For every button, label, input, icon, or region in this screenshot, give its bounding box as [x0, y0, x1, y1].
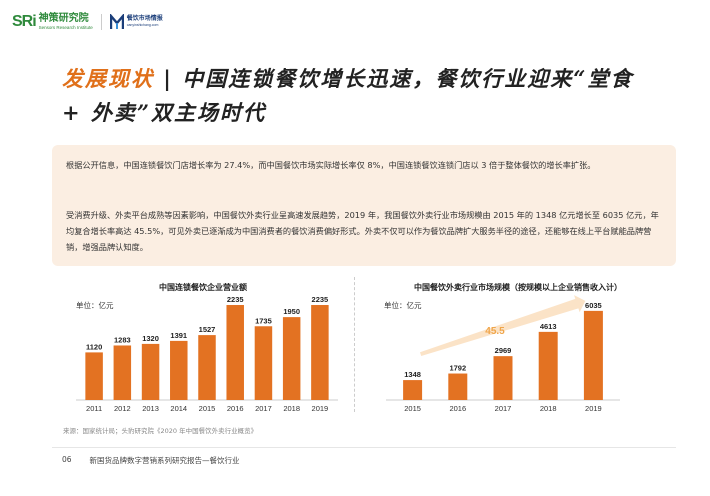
x-tick-label: 2015	[199, 404, 216, 413]
x-tick-label: 2015	[404, 404, 421, 413]
data-label: 1527	[199, 325, 216, 334]
report-title: 新国货品牌数字营销系列研究报告—餐饮行业	[89, 456, 240, 465]
data-label: 2235	[312, 295, 329, 304]
x-tick-label: 2016	[449, 404, 466, 413]
data-label: 1391	[170, 331, 187, 340]
partner-logo: 餐饮市场情报 canyinshichang.com	[109, 14, 163, 30]
data-label: 1320	[142, 334, 159, 343]
growth-rate-annotation: 45.5	[485, 326, 505, 337]
bar-2019	[311, 305, 329, 400]
bar-2015	[198, 335, 216, 400]
x-tick-label: 2016	[227, 404, 244, 413]
chart-divider	[354, 277, 356, 412]
data-label: 2235	[227, 295, 244, 304]
sri-logo-mark: SRi	[12, 13, 37, 30]
bar-2016	[226, 305, 244, 400]
bar-2013	[141, 343, 160, 400]
bar-2019	[583, 310, 603, 400]
summary-paragraph-1: 根据公开信息，中国连锁餐饮门店增长率为 27.4%，而中国餐饮市场实际增长率仅 …	[66, 160, 596, 170]
bar-2017	[493, 356, 513, 400]
data-label: 1792	[449, 364, 466, 373]
data-label: 2969	[495, 346, 512, 355]
sri-logo-english: Sensors Research Institute	[38, 24, 93, 30]
title-highlight: 发展现状	[62, 66, 154, 91]
summary-box: 根据公开信息，中国连锁餐饮门店增长率为 27.4%，而中国餐饮市场实际增长率仅 …	[52, 145, 676, 266]
bar-2012	[113, 345, 132, 400]
x-tick-label: 2014	[170, 404, 187, 413]
x-tick-label: 2018	[540, 404, 557, 413]
chain-revenue-chart: 中国连锁餐饮企业营业额 单位：亿元 1120 2011 1283 2012 1320 20…	[62, 282, 344, 418]
partner-logo-name: 餐饮市场情报	[126, 15, 163, 23]
source-note: 来源：国家统计局；头豹研究院《2020 年中国餐饮外卖行业概览》	[63, 427, 258, 435]
header: SRi 神策研究院 Sensors Research Institute 餐饮市…	[12, 8, 163, 36]
x-tick-label: 2018	[283, 404, 300, 413]
chart-unit: 单位：亿元	[384, 301, 422, 310]
chart-unit: 单位：亿元	[76, 301, 114, 310]
x-tick-label: 2019	[585, 404, 602, 413]
logo-divider	[100, 14, 102, 30]
x-tick-label: 2017	[495, 404, 512, 413]
bar-2014	[170, 340, 188, 400]
partner-logo-url: canyinshichang.com	[126, 23, 159, 28]
data-label: 1120	[86, 342, 102, 351]
data-label: 1348	[404, 370, 421, 379]
data-label: 6035	[585, 301, 602, 310]
x-tick-label: 2019	[312, 404, 329, 413]
bar-2018	[538, 331, 558, 400]
bar-2018	[282, 317, 301, 400]
growth-arrow-icon	[420, 295, 586, 356]
x-tick-label: 2011	[86, 404, 102, 413]
page-title: 发展现状 | 中国连锁餐饮增长迅速，餐饮行业迎来“堂食 + 外卖”双主场时代	[62, 62, 662, 130]
title-text: 中国连锁餐饮增长迅速，餐饮行业迎来“堂食 + 外卖”双主场时代	[62, 66, 634, 125]
bar-2016	[448, 373, 468, 400]
bar-2017	[254, 326, 273, 400]
sensors-logo: SRi 神策研究院 Sensors Research Institute	[12, 13, 93, 31]
data-label: 1283	[114, 335, 131, 344]
chart-title: 中国餐饮外卖行业市场规模（按规模以上企业销售收入计）	[414, 283, 622, 292]
data-label: 1735	[255, 316, 272, 325]
page-number: 06	[62, 455, 72, 464]
x-tick-label: 2013	[142, 404, 159, 413]
bar-2011	[85, 352, 103, 400]
footer-divider	[52, 447, 676, 448]
footer: 06 新国货品牌数字营销系列研究报告—餐饮行业	[62, 455, 240, 466]
chart-plot: 1348 2015 1792 2016 2969 2017 4613 2018 6035 2019…	[386, 295, 620, 413]
summary-paragraph-2: 受消费升级、外卖平台成熟等因素影响，中国餐饮外卖行业呈高速发展趋势，2019 年…	[66, 210, 659, 252]
x-tick-label: 2017	[255, 404, 272, 413]
title-separator: |	[154, 66, 183, 91]
data-label: 1950	[283, 307, 300, 316]
chart-title: 中国连锁餐饮企业营业额	[159, 283, 247, 292]
m-logo-icon	[109, 14, 124, 29]
delivery-market-chart: 中国餐饮外卖行业市场规模（按规模以上企业销售收入计） 单位：亿元 1348 201…	[370, 282, 666, 418]
chart-plot: 1120 2011 1283 2012 1320 2013 1391 2014 1527 2015…	[76, 295, 338, 413]
data-label: 4613	[540, 322, 557, 331]
sri-logo-name: 神策研究院	[38, 12, 89, 24]
x-tick-label: 2012	[114, 404, 131, 413]
bar-2015	[403, 380, 423, 400]
